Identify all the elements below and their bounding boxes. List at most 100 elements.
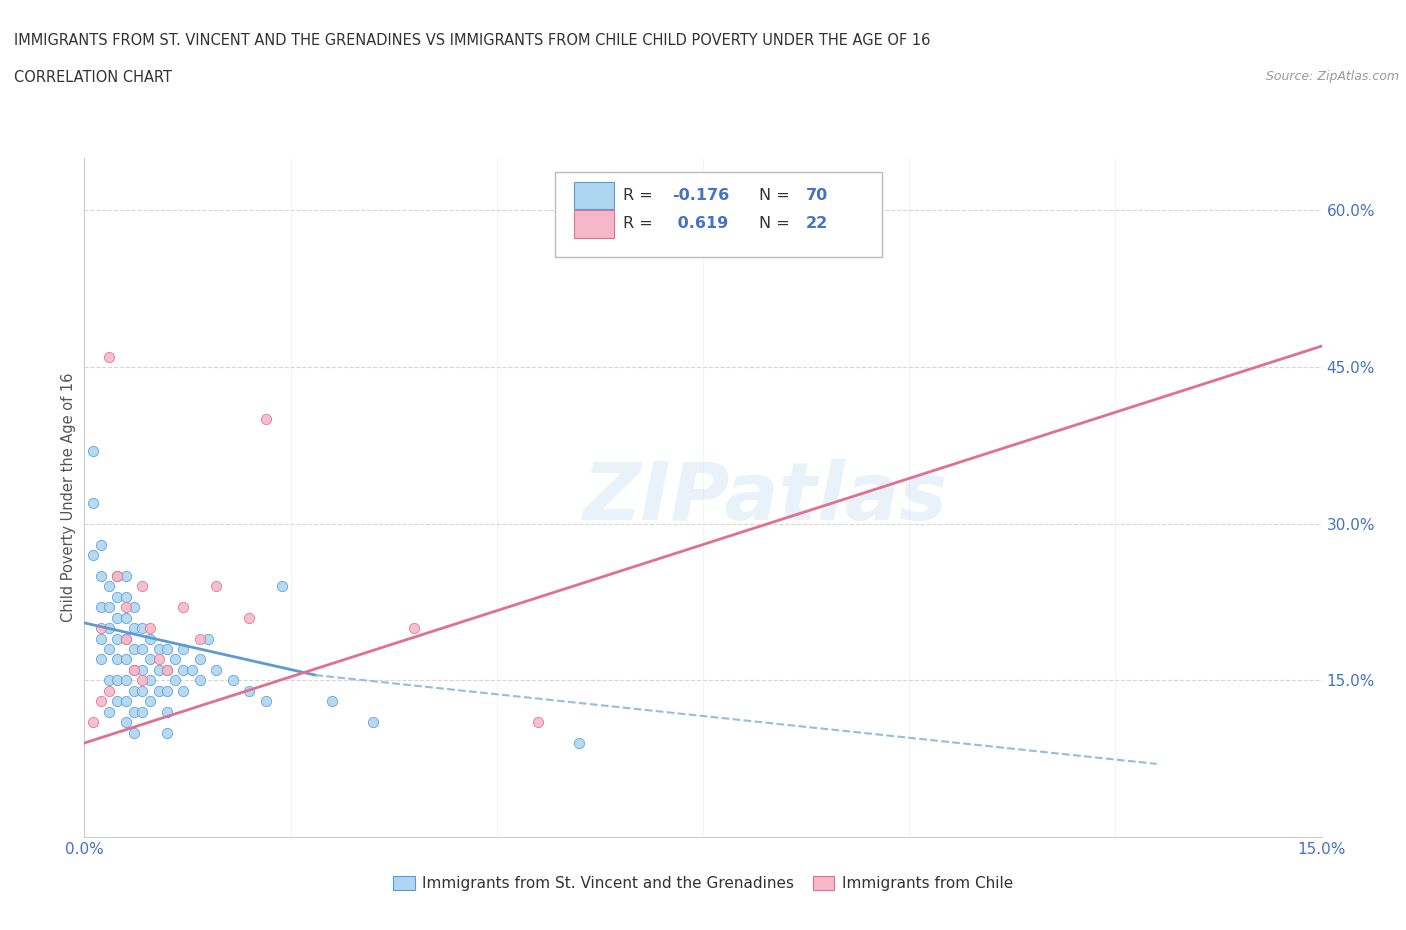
- FancyBboxPatch shape: [574, 210, 614, 237]
- Point: [131, 642, 153, 657]
- Point: [180, 662, 202, 677]
- Text: N =: N =: [759, 217, 794, 232]
- FancyBboxPatch shape: [574, 182, 614, 209]
- Point: [105, 631, 128, 646]
- Point: [188, 673, 211, 688]
- Point: [156, 662, 179, 677]
- Point: [98, 349, 121, 364]
- Text: R =: R =: [623, 217, 658, 232]
- Point: [114, 600, 136, 615]
- Point: [205, 578, 228, 593]
- Point: [98, 642, 121, 657]
- Point: [122, 684, 145, 698]
- Point: [122, 725, 145, 740]
- Point: [222, 673, 245, 688]
- Point: [139, 631, 162, 646]
- Point: [165, 673, 187, 688]
- Point: [98, 578, 121, 593]
- Point: [82, 443, 104, 458]
- Point: [361, 714, 384, 729]
- Point: [188, 631, 211, 646]
- Point: [122, 642, 145, 657]
- Point: [114, 631, 136, 646]
- Point: [527, 714, 550, 729]
- Point: [172, 684, 194, 698]
- Text: 0.619: 0.619: [672, 217, 728, 232]
- Point: [105, 610, 128, 625]
- Point: [114, 714, 136, 729]
- Point: [105, 652, 128, 667]
- Point: [122, 704, 145, 719]
- Point: [114, 694, 136, 709]
- Text: IMMIGRANTS FROM ST. VINCENT AND THE GRENADINES VS IMMIGRANTS FROM CHILE CHILD PO: IMMIGRANTS FROM ST. VINCENT AND THE GREN…: [14, 33, 931, 47]
- Point: [122, 600, 145, 615]
- Point: [131, 704, 153, 719]
- Text: 22: 22: [806, 217, 828, 232]
- Point: [321, 694, 343, 709]
- Point: [90, 620, 112, 635]
- Point: [105, 568, 128, 583]
- Point: [131, 662, 153, 677]
- Point: [122, 662, 145, 677]
- Point: [148, 642, 170, 657]
- FancyBboxPatch shape: [554, 172, 883, 257]
- Point: [197, 631, 219, 646]
- Point: [139, 620, 162, 635]
- Point: [114, 631, 136, 646]
- Point: [82, 496, 104, 511]
- Point: [122, 620, 145, 635]
- Point: [139, 652, 162, 667]
- Point: [105, 673, 128, 688]
- Point: [165, 652, 187, 667]
- Point: [172, 600, 194, 615]
- Text: ZIPatlas: ZIPatlas: [582, 458, 948, 537]
- Point: [148, 652, 170, 667]
- Point: [238, 610, 260, 625]
- Point: [156, 684, 179, 698]
- Point: [131, 673, 153, 688]
- Text: Source: ZipAtlas.com: Source: ZipAtlas.com: [1265, 70, 1399, 83]
- Point: [114, 652, 136, 667]
- Point: [98, 673, 121, 688]
- Point: [254, 412, 277, 427]
- Point: [114, 610, 136, 625]
- Point: [122, 662, 145, 677]
- Point: [404, 620, 426, 635]
- Text: N =: N =: [759, 188, 794, 203]
- Point: [90, 694, 112, 709]
- Point: [114, 673, 136, 688]
- Legend: Immigrants from St. Vincent and the Grenadines, Immigrants from Chile: Immigrants from St. Vincent and the Gren…: [387, 870, 1019, 897]
- Point: [131, 620, 153, 635]
- Point: [139, 673, 162, 688]
- Point: [90, 652, 112, 667]
- Point: [733, 224, 755, 239]
- Text: 70: 70: [806, 188, 828, 203]
- Point: [105, 568, 128, 583]
- Point: [156, 642, 179, 657]
- Point: [82, 548, 104, 563]
- Point: [90, 538, 112, 552]
- Point: [139, 694, 162, 709]
- Point: [114, 568, 136, 583]
- Point: [90, 631, 112, 646]
- Point: [90, 568, 112, 583]
- Point: [156, 704, 179, 719]
- Point: [271, 578, 294, 593]
- Point: [156, 662, 179, 677]
- Point: [148, 684, 170, 698]
- Point: [172, 662, 194, 677]
- Point: [105, 694, 128, 709]
- Point: [131, 578, 153, 593]
- Text: R =: R =: [623, 188, 658, 203]
- Text: -0.176: -0.176: [672, 188, 730, 203]
- Point: [114, 590, 136, 604]
- Point: [205, 662, 228, 677]
- Point: [98, 620, 121, 635]
- Point: [98, 600, 121, 615]
- Point: [188, 652, 211, 667]
- Point: [254, 694, 277, 709]
- Y-axis label: Child Poverty Under the Age of 16: Child Poverty Under the Age of 16: [60, 373, 76, 622]
- Point: [90, 600, 112, 615]
- Point: [131, 684, 153, 698]
- Text: CORRELATION CHART: CORRELATION CHART: [14, 70, 172, 85]
